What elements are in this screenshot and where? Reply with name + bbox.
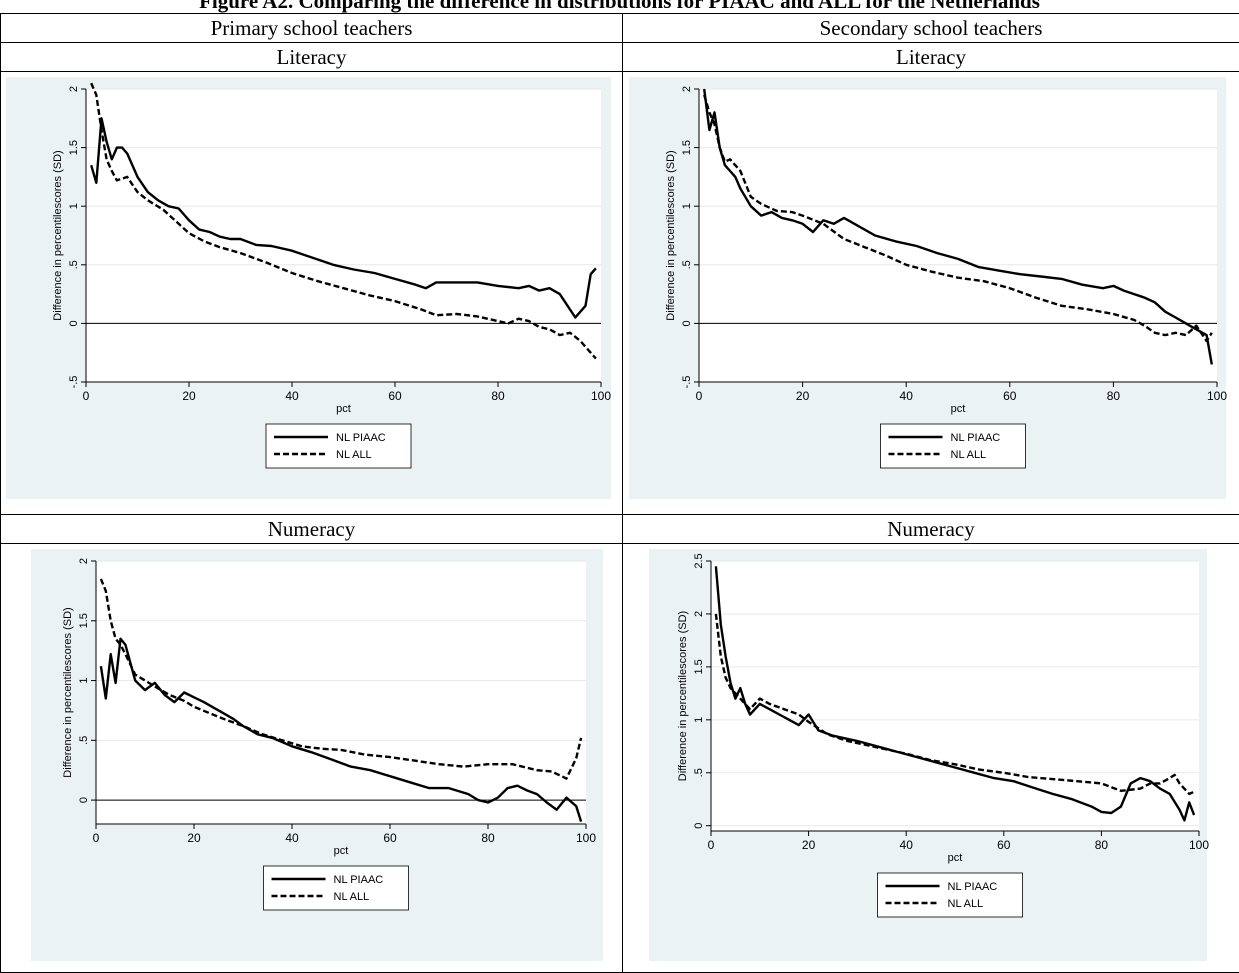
x-tick-label: 0 [93, 831, 100, 845]
y-tick-label: .5 [693, 768, 705, 777]
y-tick-label: 0 [68, 320, 80, 326]
legend-label-nl-all: NL ALL [948, 898, 984, 910]
legend-label-nl-piaac: NL PIAAC [334, 874, 384, 886]
y-tick-label: 2 [68, 86, 80, 92]
y-axis-label: Difference in percentilescores (SD) [677, 611, 689, 781]
y-tick-label: 1 [78, 677, 90, 683]
x-tick-label: 40 [285, 389, 299, 403]
y-tick-label: 2 [693, 611, 705, 617]
y-tick-label: 1.5 [693, 659, 705, 674]
cell-numeracy-secondary: 0 .5 1 1.5 2 2.5 0 20 40 60 80 100 pct Difference in … [623, 544, 1239, 973]
x-tick-label: 80 [1095, 838, 1109, 852]
legend [264, 866, 409, 910]
x-axis-label: pct [336, 403, 351, 415]
y-axis-label: Difference in percentilescores (SD) [665, 150, 677, 320]
row-label-literacy-primary: Literacy [1, 43, 623, 72]
y-tick-label: 1.5 [78, 613, 90, 628]
y-tick-label: .5 [68, 260, 80, 269]
y-tick-label: -.5 [681, 376, 693, 389]
x-tick-label: 80 [491, 389, 505, 403]
legend-label-nl-piaac: NL PIAAC [948, 881, 998, 893]
x-tick-label: 100 [1207, 389, 1227, 403]
y-tick-label: 0 [78, 797, 90, 803]
x-tick-label: 20 [802, 838, 816, 852]
row-label-numeracy-primary: Numeracy [1, 515, 623, 544]
x-tick-label: 60 [383, 831, 397, 845]
y-tick-label: 1.5 [68, 140, 80, 155]
x-tick-label: 80 [1107, 389, 1121, 403]
y-tick-label: 2.5 [693, 553, 705, 568]
x-tick-label: 20 [182, 389, 196, 403]
y-tick-label: 0 [681, 320, 693, 326]
y-tick-label: 0 [693, 823, 705, 829]
plot-area [699, 89, 1217, 382]
y-tick-label: -.5 [68, 376, 80, 389]
legend-label-nl-all: NL ALL [334, 891, 370, 903]
x-axis-label: pct [951, 403, 966, 415]
legend [881, 424, 1026, 468]
x-tick-label: 40 [900, 389, 914, 403]
y-tick-label: .5 [78, 736, 90, 745]
y-tick-label: 1 [68, 203, 80, 209]
x-tick-label: 60 [997, 838, 1011, 852]
x-tick-label: 20 [187, 831, 201, 845]
y-axis-label: Difference in percentilescores (SD) [52, 150, 64, 320]
x-tick-label: 60 [1003, 389, 1017, 403]
y-tick-label: 1.5 [681, 140, 693, 155]
column-header-secondary: Secondary school teachers [623, 14, 1239, 43]
column-header-primary: Primary school teachers [1, 14, 623, 43]
x-axis-label: pct [948, 852, 963, 864]
x-tick-label: 0 [83, 389, 90, 403]
row-label-numeracy-secondary: Numeracy [623, 515, 1239, 544]
y-axis-label: Difference in percentilescores (SD) [62, 607, 74, 777]
y-tick-label: .5 [681, 260, 693, 269]
x-tick-label: 100 [1189, 838, 1209, 852]
figure-title: Figure A2. Comparing the difference in d… [0, 0, 1239, 13]
y-tick-label: 1 [693, 717, 705, 723]
legend [266, 424, 411, 468]
legend-label-nl-all: NL ALL [951, 449, 987, 461]
x-tick-label: 100 [591, 389, 611, 403]
legend-label-nl-piaac: NL PIAAC [336, 432, 386, 444]
x-tick-label: 0 [708, 838, 715, 852]
x-tick-label: 20 [796, 389, 810, 403]
x-tick-label: 40 [285, 831, 299, 845]
y-tick-label: 2 [681, 86, 693, 92]
x-tick-label: 100 [576, 831, 596, 845]
chart-secondary-numeracy: 0 .5 1 1.5 2 2.5 0 20 40 60 80 100 pct Difference in … [649, 549, 1214, 969]
x-tick-label: 40 [900, 838, 914, 852]
y-tick-label: 2 [78, 558, 90, 564]
row-label-literacy-secondary: Literacy [623, 43, 1239, 72]
legend-label-nl-piaac: NL PIAAC [951, 432, 1001, 444]
x-tick-label: 0 [696, 389, 703, 403]
x-axis-label: pct [334, 845, 349, 857]
plot-area [86, 89, 601, 382]
legend-label-nl-all: NL ALL [336, 449, 372, 461]
plot-area [96, 561, 586, 824]
x-tick-label: 80 [481, 831, 495, 845]
x-tick-label: 60 [388, 389, 402, 403]
legend [878, 873, 1023, 917]
y-tick-label: 1 [681, 203, 693, 209]
figure-table: Primary school teachers Secondary school… [0, 13, 1239, 973]
plot-area [711, 561, 1199, 831]
